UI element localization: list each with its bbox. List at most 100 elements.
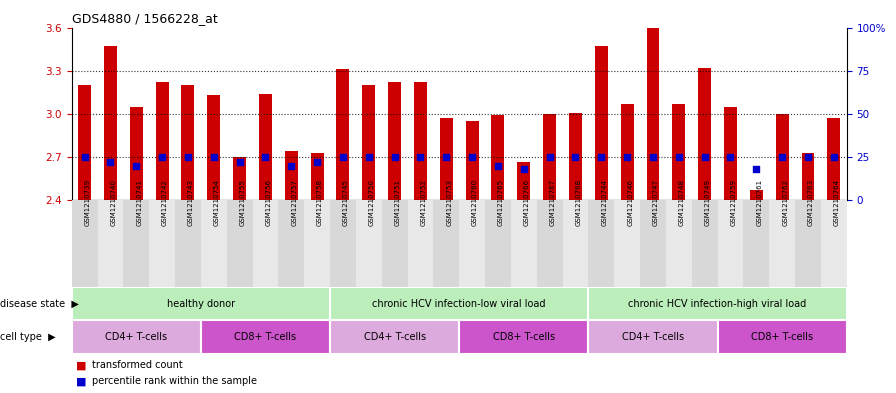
Text: CD4+ T-cells: CD4+ T-cells [105,332,168,342]
Bar [776,114,788,200]
Bar [434,200,459,287]
Bar [149,200,175,287]
Point [723,154,737,160]
Text: GSM1210759: GSM1210759 [730,179,737,226]
Text: GSM1210752: GSM1210752 [420,179,426,226]
Text: GSM1210767: GSM1210767 [549,178,556,226]
Point [310,159,324,165]
Bar [330,320,459,354]
Bar [311,153,323,200]
Point [413,154,427,160]
Bar [672,104,685,200]
Point [284,163,298,169]
Text: GSM1210757: GSM1210757 [291,179,297,226]
Bar [253,200,279,287]
Point [775,154,789,160]
Text: GSM1210744: GSM1210744 [601,179,607,226]
Text: GDS4880 / 1566228_at: GDS4880 / 1566228_at [72,12,218,25]
Bar [259,94,271,200]
Bar [692,200,718,287]
Point [672,154,686,160]
Bar [130,107,142,200]
Bar [356,200,382,287]
Bar [563,200,589,287]
Point [749,166,763,173]
Bar [511,200,537,287]
Point [155,154,169,160]
Bar [466,121,478,200]
Bar [492,116,504,200]
Text: GSM1210747: GSM1210747 [653,179,659,226]
Text: GSM1210758: GSM1210758 [317,179,323,226]
Point [542,154,556,160]
Bar [382,200,408,287]
Text: ■: ■ [76,360,87,371]
Bar [156,82,168,200]
Text: GSM1210739: GSM1210739 [84,178,90,226]
Point [827,154,841,160]
Text: GSM1210743: GSM1210743 [188,179,194,226]
Text: GSM1210754: GSM1210754 [214,179,220,226]
Text: GSM1210749: GSM1210749 [704,179,711,226]
Text: percentile rank within the sample: percentile rank within the sample [92,376,257,386]
Bar [175,200,201,287]
Bar [666,200,692,287]
Text: transformed count: transformed count [92,360,183,371]
Bar [104,46,116,200]
Bar [750,190,762,200]
Text: GSM1210761: GSM1210761 [756,178,762,226]
Point [387,154,401,160]
Text: disease state  ▶: disease state ▶ [0,299,79,309]
Text: chronic HCV infection-high viral load: chronic HCV infection-high viral load [628,299,806,309]
Text: CD8+ T-cells: CD8+ T-cells [493,332,555,342]
Point [258,154,272,160]
Text: CD4+ T-cells: CD4+ T-cells [364,332,426,342]
Bar [440,118,452,200]
Bar [517,162,530,200]
Bar [614,200,640,287]
Bar [414,82,426,200]
Point [362,154,376,160]
Bar [285,151,297,200]
Text: GSM1210741: GSM1210741 [136,179,142,226]
Bar [459,200,485,287]
Bar [304,200,330,287]
Bar [647,28,659,200]
Point [620,154,634,160]
Bar [537,200,563,287]
Point [207,154,221,160]
Point [491,163,505,169]
Text: GSM1210763: GSM1210763 [808,178,814,226]
Text: GSM1210760: GSM1210760 [472,178,478,226]
Bar [744,200,769,287]
Text: GSM1210745: GSM1210745 [343,179,349,226]
Bar [589,287,847,320]
Text: healthy donor: healthy donor [167,299,235,309]
Bar [640,200,666,287]
Bar [769,200,795,287]
Bar [337,69,349,200]
Bar [362,85,375,200]
Point [517,166,531,173]
Text: GSM1210768: GSM1210768 [575,178,582,226]
Bar [821,200,847,287]
Text: CD4+ T-cells: CD4+ T-cells [622,332,684,342]
Text: GSM1210748: GSM1210748 [679,179,685,226]
Text: GSM1210742: GSM1210742 [162,179,168,226]
Bar [388,82,401,200]
Bar [802,153,814,200]
Text: GSM1210756: GSM1210756 [265,179,271,226]
Bar [569,112,582,200]
Bar [459,320,589,354]
Text: CD8+ T-cells: CD8+ T-cells [751,332,814,342]
Point [697,154,711,160]
Text: GSM1210762: GSM1210762 [782,179,788,226]
Bar [795,200,821,287]
Bar [207,95,220,200]
Point [646,154,660,160]
Bar [543,114,556,200]
Text: GSM1210740: GSM1210740 [110,179,116,226]
Bar [72,287,330,320]
Point [594,154,608,160]
Bar [330,287,589,320]
